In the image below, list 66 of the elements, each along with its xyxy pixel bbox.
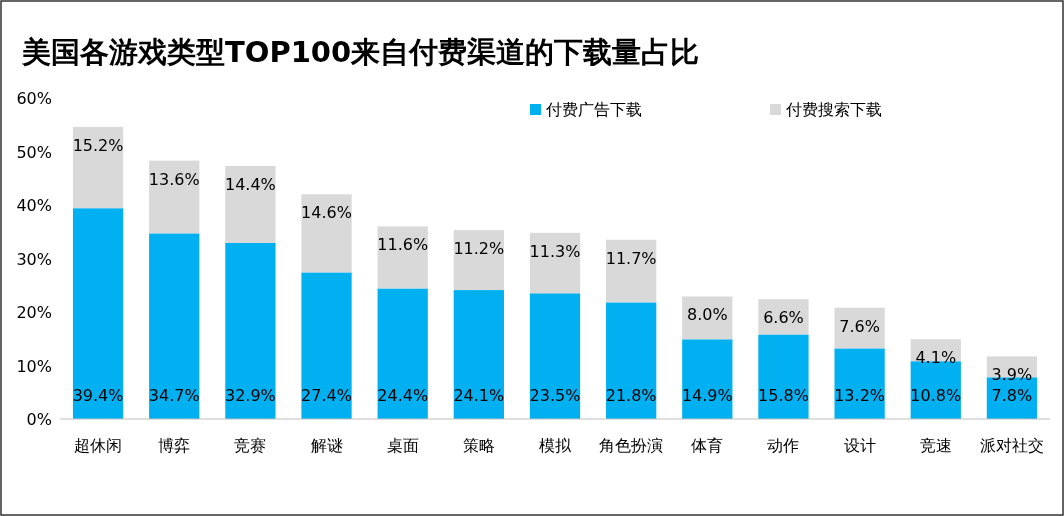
x-tick-label: 设计 [843,436,876,455]
x-tick-label: 体育 [691,436,724,455]
data-label: 23.5% [529,386,581,405]
bar [529,232,581,294]
x-tick-label: 博弈 [158,436,191,455]
x-tick-label: 解谜 [310,436,343,455]
data-label: 14.4% [224,174,276,194]
bar [758,334,809,419]
bar [301,272,352,419]
data-label: 8.0% [686,305,728,325]
data-label: 15.8% [758,386,809,405]
bar [225,165,276,243]
y-tick-label: 20% [16,303,52,322]
bar [149,233,200,419]
bar [606,239,657,303]
x-tick-label: 模拟 [539,436,572,455]
bar [834,348,885,419]
x-tick-label: 派对社交 [979,436,1044,455]
data-label: 14.6% [301,203,352,223]
data-label: 27.4% [301,386,352,405]
data-label: 39.4% [72,386,124,405]
data-label: 11.3% [529,241,581,261]
data-label: 34.7% [148,386,200,405]
data-label: 11.6% [377,235,429,255]
data-label: 7.6% [839,316,880,336]
data-label: 15.2% [72,135,124,155]
data-label: 10.8% [910,386,962,405]
data-label: 11.7% [605,248,657,268]
data-label: 21.8% [605,386,657,405]
x-tick-label: 竞赛 [234,436,267,455]
y-tick-label: 40% [16,196,52,215]
legend-label: 付费广告下载 [545,100,642,119]
y-tick-label: 10% [16,356,52,376]
x-tick-label: 动作 [767,436,800,455]
data-label: 24.1% [453,386,505,405]
data-label: 7.8% [991,386,1033,405]
chart-title: 美国各游戏类型TOP100来自付费渠道的下载量占比 [21,35,700,69]
bar [606,302,657,419]
y-tick-label: 60% [16,89,52,108]
legend-label: 付费搜索下载 [785,100,882,119]
x-tick-label: 桌面 [386,436,419,455]
data-label: 24.4% [377,386,429,405]
y-tick-label: 30% [16,249,52,269]
x-tick-label: 策略 [462,436,495,455]
data-label: 13.6% [148,169,200,189]
bar [72,208,124,419]
x-tick-label: 角色扮演 [599,436,664,455]
bar [149,160,200,234]
data-label: 11.2% [453,239,505,259]
y-tick-label: 0% [26,410,52,429]
bar [72,126,124,209]
bar [682,339,733,419]
y-tick-label: 50% [16,142,52,162]
data-label: 6.6% [763,308,804,328]
data-label: 13.2% [834,386,886,405]
bar [377,226,428,289]
data-label: 14.9% [681,386,733,405]
x-tick-label: 超休闲 [74,436,123,455]
bar [225,242,276,419]
bar [529,293,581,419]
bar [453,230,504,291]
bar [301,194,352,273]
bar [377,288,428,419]
bar [453,290,504,419]
data-label: 32.9% [224,386,276,405]
x-tick-label: 竞速 [919,436,952,455]
